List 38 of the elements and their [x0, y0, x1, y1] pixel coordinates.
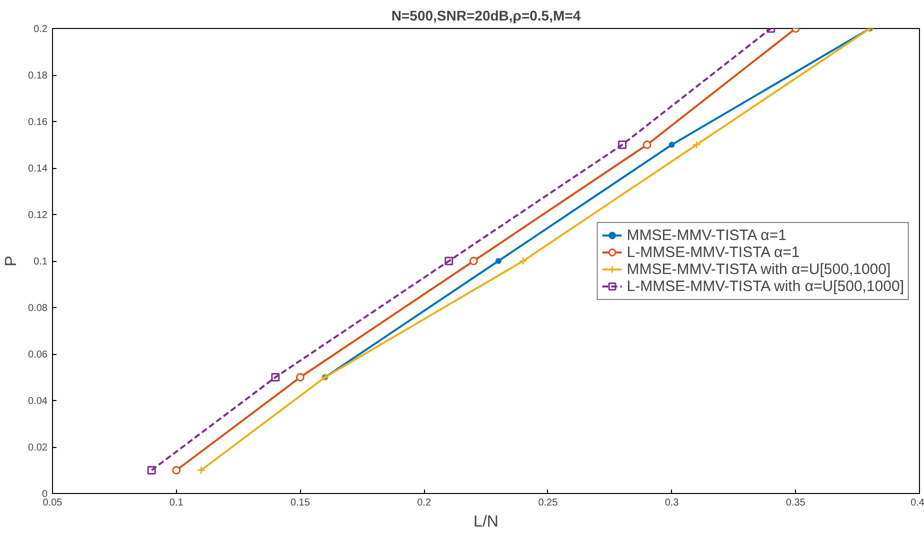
point [469, 256, 478, 266]
x-tick-label: 0.05 [42, 498, 63, 508]
point [518, 256, 528, 266]
x-tick-label: 0.4 [910, 498, 924, 508]
y-tick-label: 0.14 [28, 164, 48, 174]
y-tick-label: 0.2 [34, 24, 48, 35]
point [668, 142, 675, 148]
legend-label: L-MMSE-MMV-TISTA α=1 [626, 244, 800, 260]
point [271, 373, 280, 382]
point [296, 373, 304, 382]
y-tick-label: 0.18 [28, 70, 48, 82]
x-tick-label: 0.1 [169, 498, 184, 508]
chart-title: N=500,SNR=20dB,ρ=0.5,M=4 [391, 8, 581, 24]
x-tick-label: 0.2 [417, 498, 432, 508]
y-tick-label: 0.02 [28, 442, 48, 454]
point [618, 140, 626, 149]
legend-label: MMSE-MMV-TISTA with α=U[500,1000] [626, 260, 891, 278]
x-axis-title: L/N [474, 514, 498, 530]
y-tick-label: 0.04 [28, 396, 48, 407]
x-tick-label: 0.35 [786, 498, 806, 508]
point [444, 256, 454, 266]
point [147, 466, 156, 474]
x-tick-label: 0.15 [290, 498, 310, 508]
point [692, 140, 701, 149]
y-tick-label: 0.1 [34, 256, 48, 268]
y-tick-label: 0 [42, 489, 48, 500]
point [495, 258, 502, 264]
legend-label: L-MMSE-MMV-TISTA with α=U[500,1000] [626, 278, 904, 294]
legend-label: MMSE-MMV-TISTA α=1 [626, 226, 786, 244]
x-tick-label: 0.25 [538, 498, 558, 508]
y-tick-label: 0.08 [28, 303, 48, 314]
y-tick-label: 0.16 [28, 117, 48, 128]
point [172, 466, 181, 474]
x-tick-label: 0.3 [664, 498, 680, 508]
y-tick-label: 0.06 [28, 350, 48, 360]
y-axis-title: P [3, 256, 20, 266]
y-tick-label: 0.12 [28, 210, 48, 221]
point [642, 140, 652, 149]
